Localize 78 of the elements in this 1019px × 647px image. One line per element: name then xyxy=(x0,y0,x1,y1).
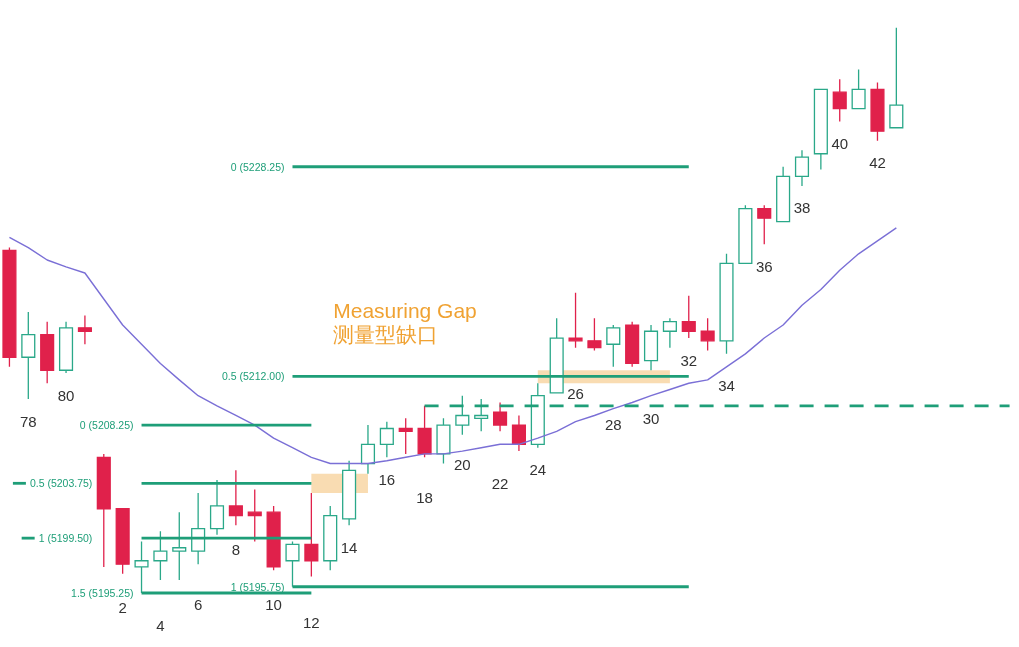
x-tick-label: 28 xyxy=(604,416,622,434)
candlestick xyxy=(493,401,508,432)
candlestick xyxy=(832,78,847,123)
legend-label: 0.5 (5203.75) xyxy=(29,477,93,490)
candlestick xyxy=(115,508,130,575)
candlestick xyxy=(813,88,828,171)
candlestick xyxy=(285,540,300,588)
candlestick xyxy=(851,68,866,110)
candlestick xyxy=(587,317,602,352)
candlestick xyxy=(719,253,734,355)
x-tick-label: 80 xyxy=(57,386,75,404)
candlestick xyxy=(511,414,526,452)
candlestick xyxy=(2,246,17,368)
x-tick-label: 8 xyxy=(231,540,241,558)
x-tick-label: 20 xyxy=(453,456,471,474)
x-tick-label: 24 xyxy=(529,461,547,479)
candlestick xyxy=(681,294,696,339)
candlestick xyxy=(304,492,319,578)
x-tick-label: 78 xyxy=(19,412,37,430)
x-tick-label: 6 xyxy=(193,595,203,613)
candlestick xyxy=(172,511,187,581)
candlestick xyxy=(700,317,715,352)
candlestick xyxy=(455,395,470,436)
x-tick-label: 10 xyxy=(265,595,282,613)
candlestick xyxy=(342,460,357,526)
candlestick xyxy=(398,417,413,455)
x-tick-label: 22 xyxy=(491,474,509,492)
candlestick xyxy=(417,405,432,458)
series-label: 1.5 (5195.25) xyxy=(71,586,134,599)
candlestick xyxy=(21,311,36,400)
x-tick-label: 18 xyxy=(416,488,433,506)
legend-label: 1 (5199.50) xyxy=(38,532,93,545)
candlestick xyxy=(738,204,753,265)
x-tick-label: 38 xyxy=(793,199,811,217)
candlestick xyxy=(209,479,225,536)
x-tick-label: 4 xyxy=(156,617,165,635)
candlestick xyxy=(247,488,262,543)
candlestick xyxy=(379,421,394,458)
candlestick xyxy=(776,166,791,223)
candlestick xyxy=(134,540,149,594)
candlestick xyxy=(360,424,376,475)
x-tick-label: 30 xyxy=(642,409,660,427)
candlestick xyxy=(530,382,545,449)
candlestick xyxy=(643,324,659,371)
candlestick xyxy=(889,27,904,129)
annotation: Measuring Gap 测量型缺口 xyxy=(333,299,477,347)
candlestick xyxy=(794,149,810,187)
x-tick-label: 26 xyxy=(567,385,584,403)
series-label: 0 (5228.25) xyxy=(230,160,285,173)
candlestick xyxy=(606,324,621,368)
x-tick-label: 40 xyxy=(831,135,849,153)
candlestick xyxy=(568,292,583,349)
candlestick xyxy=(96,453,111,568)
x-tick-label: 32 xyxy=(680,351,698,369)
x-tick-label: 34 xyxy=(718,377,735,395)
x-tick-label: 12 xyxy=(303,614,320,632)
candlestick xyxy=(662,317,677,349)
candlestick xyxy=(757,204,772,245)
x-tick-label: 42 xyxy=(869,154,886,172)
candlestick xyxy=(436,417,451,465)
x-tick-label: 16 xyxy=(378,470,396,488)
candlestick xyxy=(266,505,281,572)
x-tick-label: 14 xyxy=(340,538,358,556)
candlestick xyxy=(549,317,564,394)
series-label: 0 (5208.25) xyxy=(79,419,134,432)
candlestick xyxy=(228,469,243,526)
candlestick xyxy=(474,398,489,432)
candlestick xyxy=(40,320,55,384)
x-tick-label: 2 xyxy=(118,599,127,617)
candlestick xyxy=(153,530,168,581)
x-tick-label: 36 xyxy=(755,257,773,275)
candlestick xyxy=(625,320,640,368)
candlestick xyxy=(58,320,74,374)
series-label: 0.5 (5212.00) xyxy=(222,370,285,383)
candlestick xyxy=(323,505,338,572)
candlestick xyxy=(77,314,92,345)
series-label: 1 (5195.75) xyxy=(230,580,285,593)
candlestick xyxy=(870,81,885,142)
